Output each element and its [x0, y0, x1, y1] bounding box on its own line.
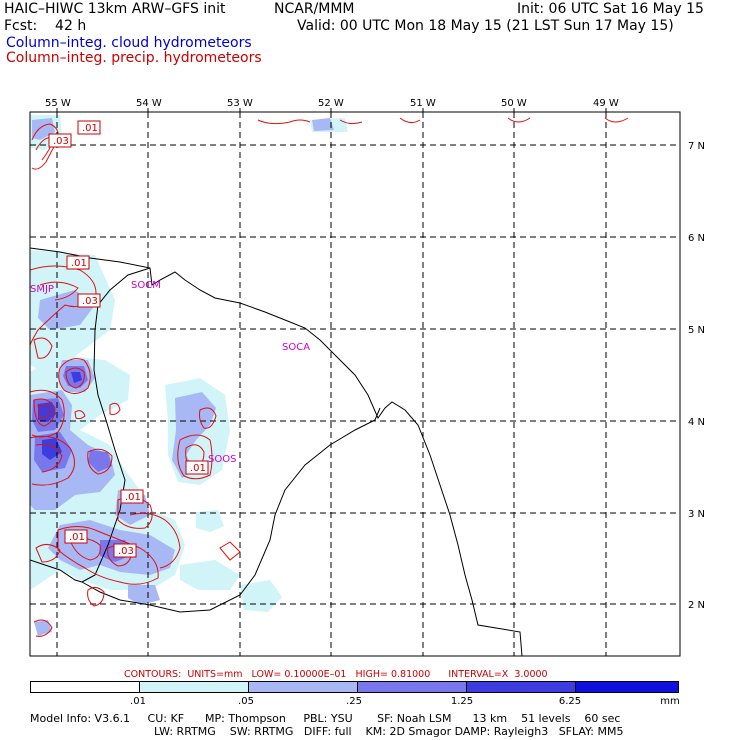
precip-contours: [30, 117, 629, 637]
contour-label: .03: [82, 296, 98, 307]
contour-label: .01: [82, 123, 98, 134]
model-info-line1: Model Info: V3.6.1 CU: KF MP: Thompson P…: [30, 712, 621, 725]
contour-label: .01: [190, 463, 206, 474]
init-time: Init: 06 UTC Sat 16 May 15: [517, 1, 704, 17]
station-soca: SOCA: [282, 342, 310, 353]
model-title: HAIC–HIWC 13km ARW–GFS init: [4, 1, 226, 17]
lat-label: 6 N: [688, 233, 705, 244]
org-name: NCAR/MMM: [274, 1, 355, 17]
lon-label: 49 W: [593, 98, 619, 109]
colorbar-segment: [139, 682, 248, 692]
lon-label: 51 W: [410, 98, 436, 109]
station-soos: SOOS: [208, 454, 236, 465]
lon-label: 52 W: [318, 98, 344, 109]
lon-label: 50 W: [501, 98, 527, 109]
lat-label: 5 N: [688, 325, 705, 336]
contour-label: .01: [125, 492, 141, 503]
lat-label: 7 N: [688, 141, 705, 152]
lon-label: 54 W: [136, 98, 162, 109]
colorbar-segment: [31, 682, 139, 692]
lon-label: 53 W: [227, 98, 253, 109]
colorbar-units: mm: [660, 696, 680, 707]
lat-label: 4 N: [688, 417, 705, 428]
contour-value-labels: .01 .03 .01 .03 .01 .01 .01 .03: [48, 120, 209, 558]
lat-label: 3 N: [688, 509, 705, 520]
colorbar-label: 1.25: [450, 696, 474, 707]
colorbar-segment: [248, 682, 357, 692]
colorbar-segment: [357, 682, 466, 692]
colorbar-label: .25: [346, 696, 362, 707]
frame-ticks: [56, 108, 607, 112]
field-precip-label: Column–integ. precip. hydrometeors: [6, 50, 262, 66]
lat-labels: 7 N 6 N 5 N 4 N 3 N 2 N: [688, 141, 705, 611]
colorbar-label: .01: [130, 696, 146, 707]
colorbar-segment: [466, 682, 575, 692]
filled-fields: [30, 115, 348, 636]
lon-labels: 55 W 54 W 53 W 52 W 51 W 50 W 49 W: [45, 98, 619, 109]
colorbar-label: .05: [238, 696, 254, 707]
map-frame: [29, 111, 681, 657]
contour-info: CONTOURS: UNITS=mm LOW= 0.10000E–01 HIGH…: [124, 669, 548, 680]
valid-time: Valid: 00 UTC Mon 18 May 15 (21 LST Sun …: [297, 18, 674, 34]
contour-label: .03: [118, 546, 134, 557]
lat-lon-grid: [30, 112, 680, 656]
lon-label: 55 W: [45, 98, 71, 109]
contour-label: .03: [53, 136, 69, 147]
station-socm: SOCM: [131, 280, 161, 291]
coastline: [30, 247, 523, 656]
contour-label: .01: [69, 532, 85, 543]
station-labels: SMJP SOCM SOCA SOOS: [30, 280, 310, 465]
model-info-line2: LW: RRTMG SW: RRTMG DIFF: full KM: 2D Sm…: [154, 725, 624, 738]
field-cloud-label: Column–integ. cloud hydrometeors: [6, 35, 252, 51]
colorbar-segment: [575, 682, 678, 692]
lat-label: 2 N: [688, 600, 705, 611]
forecast-hour: Fcst: 42 h: [4, 18, 87, 34]
colorbar: [30, 681, 679, 693]
station-smjp: SMJP: [30, 284, 54, 295]
contour-label: .01: [71, 258, 87, 269]
colorbar-label: 6.25: [558, 696, 582, 707]
